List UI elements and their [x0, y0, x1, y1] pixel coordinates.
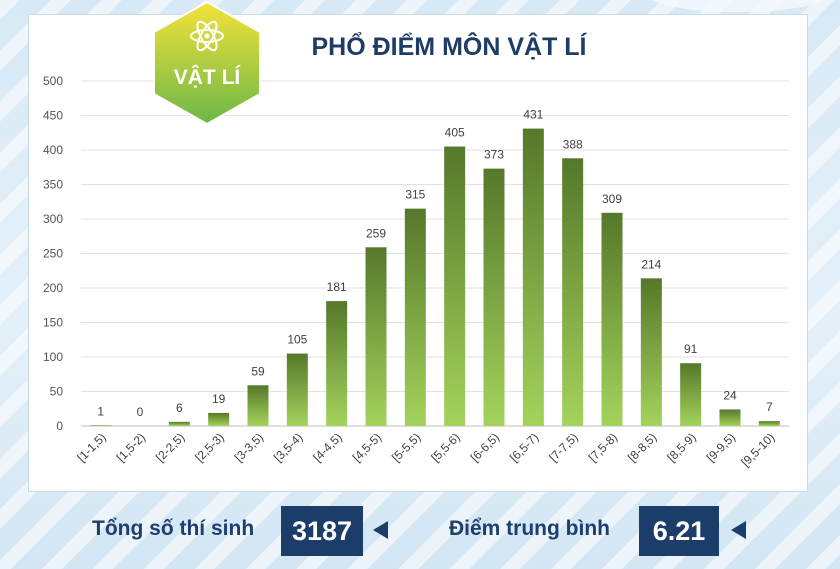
x-tick-label: [2,5-3): [192, 430, 226, 464]
data-label: 373: [484, 148, 504, 162]
y-tick-label: 400: [43, 143, 63, 157]
total-candidates-label: Tổng số thí sinh: [92, 517, 255, 540]
y-tick-label: 200: [43, 281, 63, 295]
bar-3: [208, 412, 230, 426]
bar-11: [522, 128, 544, 427]
data-label: 214: [641, 257, 661, 271]
data-label: 19: [212, 392, 226, 406]
data-label: 388: [563, 137, 583, 151]
x-tick-label: [6,5-7): [507, 430, 541, 464]
bar-5: [286, 353, 308, 426]
chart-panel: PHỔ ĐIỂM MÔN VẬT LÍ 0 50 100 150 200 250 300 35…: [28, 14, 808, 492]
x-tick-label: [5,5-6): [428, 430, 462, 464]
x-tick-label: [2-2,5): [153, 430, 187, 464]
atom-icon: [190, 20, 224, 52]
data-label: 59: [251, 364, 265, 378]
bar-14: [640, 278, 662, 426]
y-tick-label: 350: [43, 178, 63, 192]
bar-6: [326, 301, 348, 426]
bar-7: [365, 247, 387, 426]
x-tick-label: [6-6,5): [468, 430, 502, 464]
subject-badge: VẬT LÍ: [153, 0, 261, 126]
bar-0: [90, 425, 112, 426]
data-label: 7: [766, 400, 773, 414]
x-tick-label: [8,5-9): [664, 430, 698, 464]
decorative-cloud: [648, 0, 828, 12]
bar-2: [168, 421, 190, 426]
x-tick-label: [7,5-8): [586, 430, 620, 464]
data-label: 1: [97, 404, 104, 418]
bar-17: [758, 421, 780, 426]
badge-label: VẬT LÍ: [174, 65, 242, 89]
data-label: 0: [137, 405, 144, 419]
data-label: 91: [684, 342, 698, 356]
bar-8: [404, 208, 426, 426]
y-tick-label: 0: [56, 419, 63, 433]
y-tick-label: 50: [50, 385, 64, 399]
pointer-arrow-icon: [731, 521, 746, 539]
bar-15: [680, 363, 702, 426]
pointer-arrow-icon: [373, 521, 388, 539]
y-tick-label: 450: [43, 109, 63, 123]
y-tick-label: 300: [43, 212, 63, 226]
data-label: 315: [405, 188, 425, 202]
x-tick-label: [1,5-2): [114, 430, 148, 464]
x-tick-label: [9,5-10): [738, 430, 777, 469]
x-tick-label: [5-5,5): [389, 430, 423, 464]
bar-9: [444, 146, 466, 427]
x-tick-label: [9-9,5): [704, 430, 738, 464]
y-tick-label: 500: [43, 74, 63, 88]
y-tick-label: 150: [43, 316, 63, 330]
data-label: 405: [445, 126, 465, 140]
x-tick-label: [3-3,5): [232, 430, 266, 464]
bar-4: [247, 385, 269, 426]
data-label: 105: [287, 333, 307, 347]
bar-12: [562, 158, 584, 426]
data-label: 6: [176, 401, 183, 415]
x-tick-label: [8-8,5): [625, 430, 659, 464]
data-label: 24: [723, 388, 737, 402]
data-label: 259: [366, 226, 386, 240]
data-label: 181: [327, 280, 347, 294]
x-tick-label: [7-7,5): [546, 430, 580, 464]
bar-chart: PHỔ ĐIỂM MÔN VẬT LÍ 0 50 100 150 200 250 300 35…: [43, 31, 789, 469]
average-score-label: Điểm trung bình: [449, 517, 610, 540]
total-candidates-value: 3187: [281, 506, 363, 556]
chart-title: PHỔ ĐIỂM MÔN VẬT LÍ: [312, 31, 588, 61]
bar-13: [601, 212, 623, 426]
x-tick-label: [4-4,5): [310, 430, 344, 464]
y-tick-label: 250: [43, 247, 63, 261]
bar-16: [719, 409, 741, 426]
bar-10: [483, 168, 505, 426]
y-tick-label: 100: [43, 350, 63, 364]
x-tick-label: [4,5-5): [350, 430, 384, 464]
data-label: 309: [602, 192, 622, 206]
x-tick-label: [1-1,5): [74, 430, 108, 464]
average-score-value: 6.21: [639, 506, 719, 556]
data-label: 431: [523, 108, 543, 122]
x-tick-label: [3,5-4): [271, 430, 305, 464]
